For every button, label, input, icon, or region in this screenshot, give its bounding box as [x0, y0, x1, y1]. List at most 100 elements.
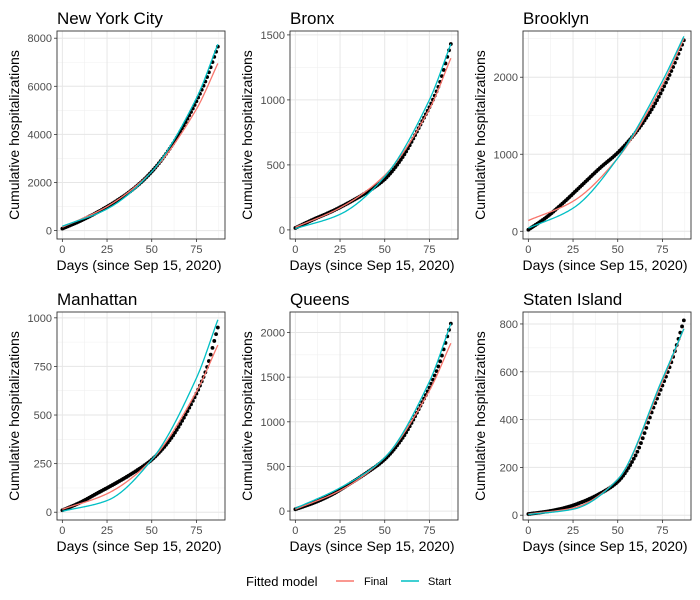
panel-title: Queens	[290, 290, 350, 309]
x-tick-label: 0	[525, 244, 531, 256]
observed-point	[640, 436, 645, 441]
observed-point	[651, 104, 656, 109]
x-tick-label: 25	[334, 244, 346, 256]
y-tick-label: 1000	[261, 417, 285, 429]
observed-point	[646, 113, 651, 118]
legend: Fitted model Final Start	[246, 574, 451, 589]
panel-border	[522, 30, 692, 240]
y-tick-label: 0	[512, 226, 518, 238]
panel-title: Bronx	[290, 9, 335, 28]
panel-bronx: Bronx 0 25 50 75 0 500 1000 1500 Days (since Sep …	[239, 9, 459, 273]
panel-border	[56, 311, 226, 521]
y-tick-label: 6000	[28, 81, 52, 93]
observed-point	[176, 425, 181, 429]
observed-point	[626, 466, 631, 470]
y-tick-label: 2000	[261, 328, 285, 340]
observed-point	[681, 318, 686, 323]
observed-point	[630, 460, 634, 464]
x-tick-label: 75	[656, 525, 668, 537]
x-tick-label: 75	[423, 525, 435, 537]
x-tick-label: 0	[525, 525, 531, 537]
observed-point	[181, 415, 186, 420]
fitted-line-start	[62, 43, 219, 227]
observed-point	[438, 359, 443, 364]
y-axis-label: Cumulative hospitalizations	[6, 50, 22, 220]
panel-border	[289, 30, 459, 240]
x-axis-label: Days (since Sep 15, 2020)	[290, 538, 455, 554]
y-tick-label: 0	[512, 510, 518, 522]
observed-point	[653, 101, 658, 106]
y-tick-label: 200	[500, 462, 518, 474]
y-axis-label: Cumulative hospitalizations	[6, 331, 22, 501]
panel-border	[522, 311, 692, 521]
panel-brooklyn: Brooklyn 0 25 50 75 0 1000 2000 Days (since Sep …	[472, 9, 692, 273]
x-tick-label: 50	[612, 244, 624, 256]
x-axis-label: Days (since Sep 15, 2020)	[290, 257, 455, 273]
observed-point	[434, 369, 439, 374]
fitted-line-final	[62, 344, 219, 510]
panel-title: Staten Island	[523, 290, 622, 309]
y-axis-label: Cumulative hospitalizations	[239, 50, 255, 220]
y-tick-label: 500	[34, 410, 52, 422]
observed-point	[646, 420, 651, 425]
panel-title: New York City	[57, 9, 163, 28]
observed-point	[400, 155, 405, 160]
fitted-line-start	[528, 36, 685, 229]
y-tick-label: 1000	[261, 95, 285, 107]
y-tick-label: 1000	[28, 313, 52, 325]
x-tick-label: 0	[292, 525, 298, 537]
y-tick-label: 0	[279, 225, 285, 237]
y-tick-label: 2000	[28, 177, 52, 189]
panel-staten-island: Staten Island 0 25 50 75 0 200 400 600 800 Days (s…	[472, 290, 692, 554]
x-tick-label: 50	[379, 525, 391, 537]
x-tick-label: 75	[190, 525, 202, 537]
x-tick-label: 75	[190, 244, 202, 256]
observed-point	[631, 456, 636, 461]
y-tick-label: 1000	[494, 149, 518, 161]
legend-label-final: Final	[364, 576, 388, 588]
panel-title: Manhattan	[57, 290, 137, 309]
y-axis-label: Cumulative hospitalizations	[239, 331, 255, 501]
x-tick-label: 50	[146, 244, 158, 256]
x-tick-label: 25	[567, 244, 579, 256]
fitted-line-final	[528, 328, 685, 515]
x-tick-label: 75	[423, 244, 435, 256]
fitted-line-final	[62, 63, 219, 228]
observed-point	[665, 76, 670, 81]
observed-points	[60, 44, 220, 231]
legend-title: Fitted model	[246, 574, 318, 589]
observed-points	[293, 321, 453, 512]
observed-points	[293, 42, 453, 230]
panel-border	[289, 311, 459, 521]
panel-title: Brooklyn	[523, 9, 589, 28]
x-tick-label: 0	[292, 244, 298, 256]
x-axis-label: Days (since Sep 15, 2020)	[57, 257, 222, 273]
observed-point	[658, 91, 663, 96]
fitted-line-start	[62, 319, 219, 512]
observed-point	[178, 422, 183, 426]
observed-point	[208, 352, 213, 357]
observed-point	[637, 445, 642, 450]
observed-point	[655, 98, 659, 103]
observed-point	[656, 94, 661, 99]
observed-point	[212, 339, 217, 343]
observed-point	[215, 325, 220, 330]
fitted-line-start	[528, 328, 685, 516]
y-tick-label: 750	[34, 361, 52, 373]
fitted-line-start	[295, 323, 452, 509]
observed-point	[214, 332, 218, 337]
y-tick-label: 0	[279, 506, 285, 518]
observed-point	[635, 449, 640, 454]
x-tick-label: 50	[612, 525, 624, 537]
observed-point	[644, 426, 649, 430]
y-tick-label: 400	[500, 415, 518, 427]
x-tick-label: 50	[379, 244, 391, 256]
panel-new-york-city: New York City 0 25 50 75 0 2000 4000 6000 8000 Day…	[6, 9, 226, 273]
x-axis-label: Days (since Sep 15, 2020)	[57, 538, 222, 554]
observed-point	[180, 418, 185, 423]
x-axis-label: Days (since Sep 15, 2020)	[523, 538, 688, 554]
fitted-line-final	[295, 58, 452, 228]
y-tick-label: 500	[267, 160, 285, 172]
